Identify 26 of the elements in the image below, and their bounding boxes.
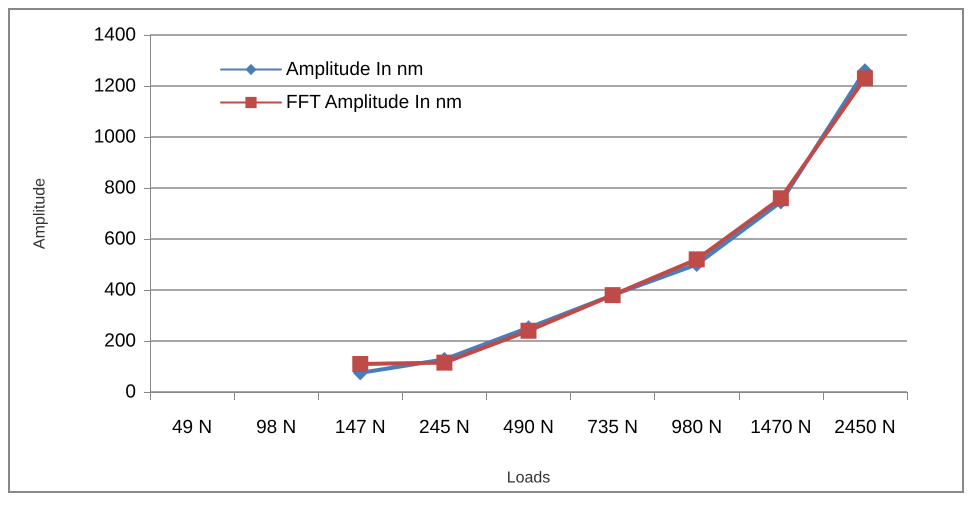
y-tick-label: 600: [104, 228, 136, 250]
x-tick-label: 735 N: [587, 417, 638, 438]
x-tick-label: 490 N: [503, 417, 554, 438]
legend-label: FFT Amplitude In nm: [286, 92, 462, 113]
x-tick-label: 980 N: [671, 417, 722, 438]
y-tick-label: 0: [125, 382, 136, 402]
point: [436, 354, 452, 371]
x-tick-label: 98 N: [256, 417, 296, 438]
point: [352, 356, 368, 372]
point: [856, 70, 873, 86]
x-tick-label: 2450 N: [834, 417, 896, 438]
x-tick-label: 147 N: [334, 417, 386, 438]
y-tick-label: 1200: [94, 76, 136, 96]
legend-label: Amplitude In nm: [286, 59, 424, 80]
y-axis-title: Amplitude: [32, 178, 48, 250]
point: [688, 251, 705, 268]
x-tick-label: 245 N: [419, 417, 470, 438]
x-axis-title: Loads: [506, 470, 550, 486]
point: [520, 322, 536, 339]
y-tick-label: 800: [104, 178, 136, 198]
y-tick-label: 1400: [94, 24, 136, 46]
x-tick-label: 1470 N: [750, 417, 812, 438]
y-tick-label: 200: [104, 330, 136, 352]
x-tick-label: 49 N: [172, 417, 212, 438]
y-tick-label: 1000: [94, 126, 136, 148]
y-tick-label: 400: [104, 280, 136, 300]
